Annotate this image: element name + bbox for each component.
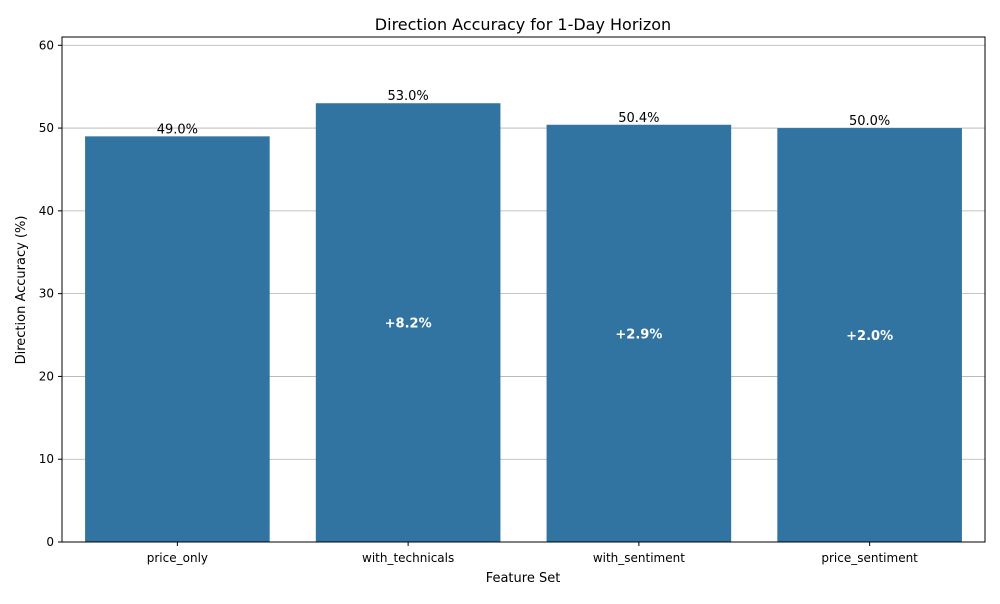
improvement-label-price_sentiment: +2.0%: [846, 329, 893, 344]
value-label-price_only: 49.0%: [157, 122, 198, 137]
plot-frame: [61, 36, 986, 543]
bar-price_sentiment: [777, 128, 962, 543]
y-tick-label-0: 0: [46, 535, 54, 549]
y-tick-label-60: 60: [39, 38, 54, 52]
bar-with_technicals: [315, 103, 501, 543]
bar-price_only: [85, 136, 270, 542]
value-label-price_sentiment: 50.0%: [849, 114, 890, 129]
x-tick-label-price_only: price_only: [147, 551, 208, 565]
axes: [61, 36, 986, 543]
y-axis-ticks: 0 10 20 30 40 50 60: [39, 38, 62, 549]
value-label-with_technicals: 53.0%: [387, 89, 428, 104]
y-tick-label-40: 40: [39, 204, 54, 218]
x-axis-label: Feature Set: [486, 571, 561, 586]
x-tick-label-with_sentiment: with_sentiment: [593, 551, 685, 565]
y-tick-label-20: 20: [39, 369, 54, 383]
x-axis-ticks: price_only with_technicals with_sentiment p…: [147, 542, 918, 565]
x-tick-label-price_sentiment: price_sentiment: [821, 551, 918, 565]
y-tick-label-30: 30: [39, 287, 54, 301]
value-label-with_sentiment: 50.4%: [618, 111, 659, 126]
bars: [85, 103, 962, 543]
improvement-label-with_technicals: +8.2%: [385, 317, 432, 332]
y-tick-label-50: 50: [39, 121, 54, 135]
improvement-label-with_sentiment: +2.9%: [615, 327, 662, 342]
data-labels: 49.0% 53.0% +8.2% 50.4% +2.9% 50.0% +2.0%: [157, 89, 893, 344]
bar-with_sentiment: [546, 124, 732, 543]
x-tick-label-with_technicals: with_technicals: [362, 551, 454, 565]
y-axis-label: Direction Accuracy (%): [14, 216, 29, 365]
chart-title: Direction Accuracy for 1-Day Horizon: [375, 15, 671, 34]
y-tick-label-10: 10: [39, 452, 54, 466]
